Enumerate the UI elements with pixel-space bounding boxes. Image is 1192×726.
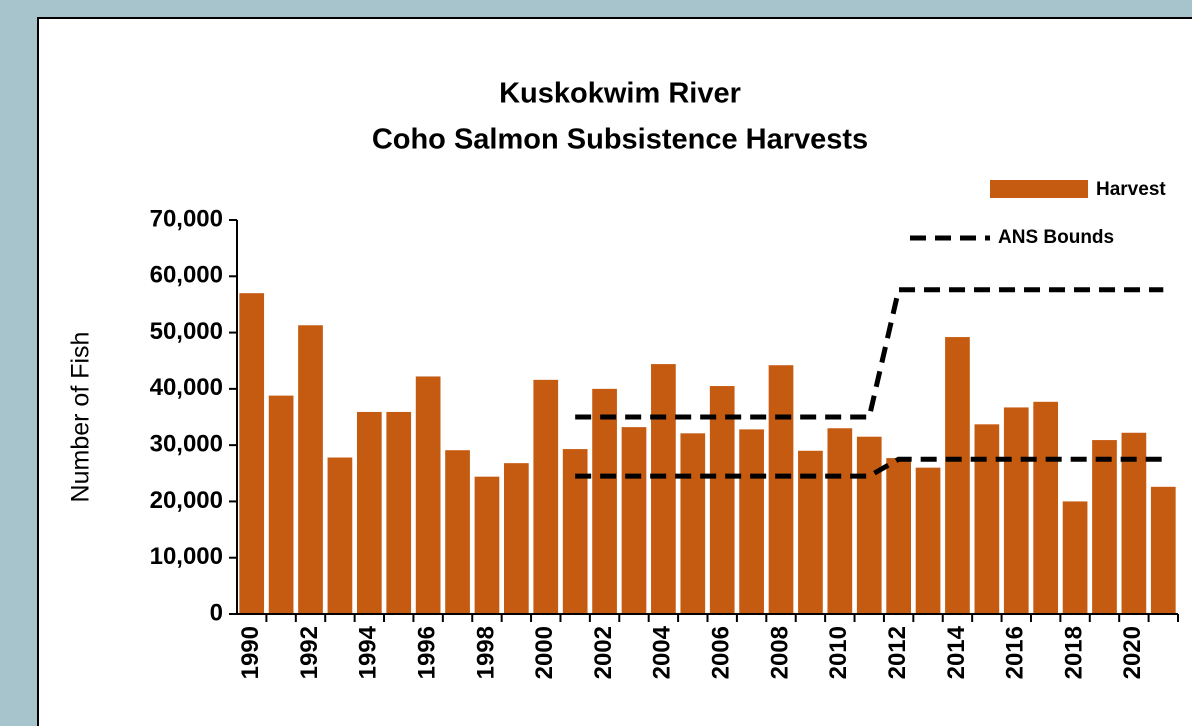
bar — [974, 424, 1000, 614]
x-tick-label: 2018 — [1060, 626, 1087, 679]
y-tick-label: 30,000 — [150, 430, 223, 457]
x-tick-label: 1998 — [472, 626, 499, 679]
x-tick-label: 2004 — [649, 625, 676, 679]
bar — [239, 293, 265, 614]
y-tick-label: 60,000 — [150, 262, 223, 289]
bar — [1121, 432, 1147, 614]
y-tick-label: 0 — [210, 599, 223, 626]
bar — [709, 386, 735, 614]
bar — [386, 411, 412, 614]
x-tick-label: 2014 — [943, 625, 970, 679]
y-axis-label: Number of Fish — [67, 332, 95, 503]
y-tick-label: 40,000 — [150, 374, 223, 401]
x-tick-label: 1992 — [296, 626, 323, 679]
y-tick-label: 50,000 — [150, 318, 223, 345]
bar — [621, 427, 647, 614]
x-tick-label: 1996 — [413, 626, 440, 679]
x-tick-label: 2008 — [766, 626, 793, 679]
y-tick-label: 20,000 — [150, 487, 223, 514]
bar — [356, 411, 382, 614]
legend-label: Harvest — [1096, 179, 1166, 200]
bar — [945, 337, 970, 614]
x-tick-label: 2016 — [1002, 626, 1029, 679]
bar — [1003, 407, 1029, 614]
bar — [592, 388, 617, 614]
y-tick-label: 10,000 — [150, 543, 223, 570]
bar — [1150, 486, 1176, 614]
bar — [445, 450, 470, 614]
chart-title: Coho Salmon Subsistence Harvests — [372, 124, 868, 156]
bar — [415, 376, 441, 614]
bar — [268, 395, 294, 614]
chart-title: Kuskokwim River — [499, 78, 741, 110]
bar — [827, 428, 853, 614]
bar — [327, 457, 353, 614]
x-tick-label: 2002 — [590, 626, 617, 679]
legend-label: ANS Bounds — [998, 227, 1114, 248]
y-tick-label: 70,000 — [150, 205, 223, 232]
bar — [651, 364, 676, 614]
legend-swatch — [990, 180, 1088, 198]
bar — [1062, 501, 1088, 614]
bar — [915, 467, 941, 614]
bar — [533, 379, 559, 614]
x-tick-label: 1994 — [355, 625, 382, 679]
x-tick-label: 1990 — [237, 626, 264, 679]
bar — [474, 476, 500, 614]
bar — [1033, 401, 1059, 614]
bar — [298, 325, 323, 614]
x-tick-label: 2000 — [531, 626, 558, 679]
x-tick-label: 2020 — [1119, 626, 1146, 679]
bar — [680, 433, 706, 614]
x-tick-label: 2006 — [708, 626, 735, 679]
bar — [504, 463, 529, 614]
bar — [856, 436, 882, 614]
bar — [768, 365, 794, 614]
bar — [886, 458, 911, 614]
x-tick-label: 2010 — [825, 626, 852, 679]
x-tick-label: 2012 — [884, 626, 911, 679]
bar — [739, 429, 764, 614]
bar — [1092, 440, 1117, 614]
